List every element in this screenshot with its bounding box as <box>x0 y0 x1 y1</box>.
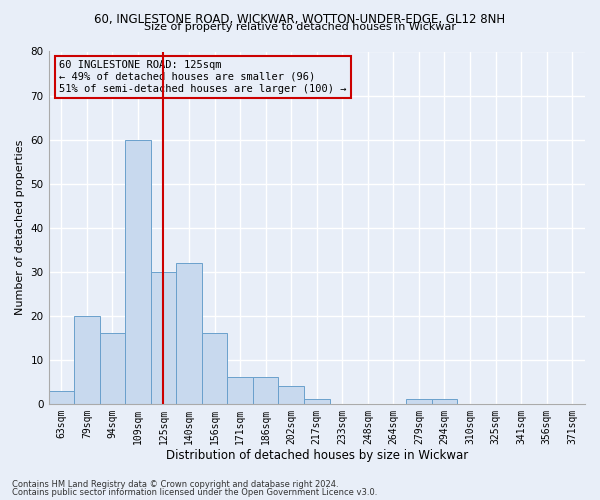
Bar <box>304 400 329 404</box>
Text: Size of property relative to detached houses in Wickwar: Size of property relative to detached ho… <box>144 22 456 32</box>
Text: Contains public sector information licensed under the Open Government Licence v3: Contains public sector information licen… <box>12 488 377 497</box>
Text: Contains HM Land Registry data © Crown copyright and database right 2024.: Contains HM Land Registry data © Crown c… <box>12 480 338 489</box>
Y-axis label: Number of detached properties: Number of detached properties <box>15 140 25 316</box>
Bar <box>151 272 176 404</box>
Bar <box>406 400 432 404</box>
Bar <box>176 263 202 404</box>
Bar <box>49 390 74 404</box>
Bar <box>202 334 227 404</box>
Bar <box>278 386 304 404</box>
X-axis label: Distribution of detached houses by size in Wickwar: Distribution of detached houses by size … <box>166 450 468 462</box>
Bar <box>432 400 457 404</box>
Bar <box>100 334 125 404</box>
Bar <box>227 378 253 404</box>
Bar <box>125 140 151 404</box>
Bar <box>253 378 278 404</box>
Text: 60, INGLESTONE ROAD, WICKWAR, WOTTON-UNDER-EDGE, GL12 8NH: 60, INGLESTONE ROAD, WICKWAR, WOTTON-UND… <box>94 12 506 26</box>
Bar <box>74 316 100 404</box>
Text: 60 INGLESTONE ROAD: 125sqm
← 49% of detached houses are smaller (96)
51% of semi: 60 INGLESTONE ROAD: 125sqm ← 49% of deta… <box>59 60 347 94</box>
